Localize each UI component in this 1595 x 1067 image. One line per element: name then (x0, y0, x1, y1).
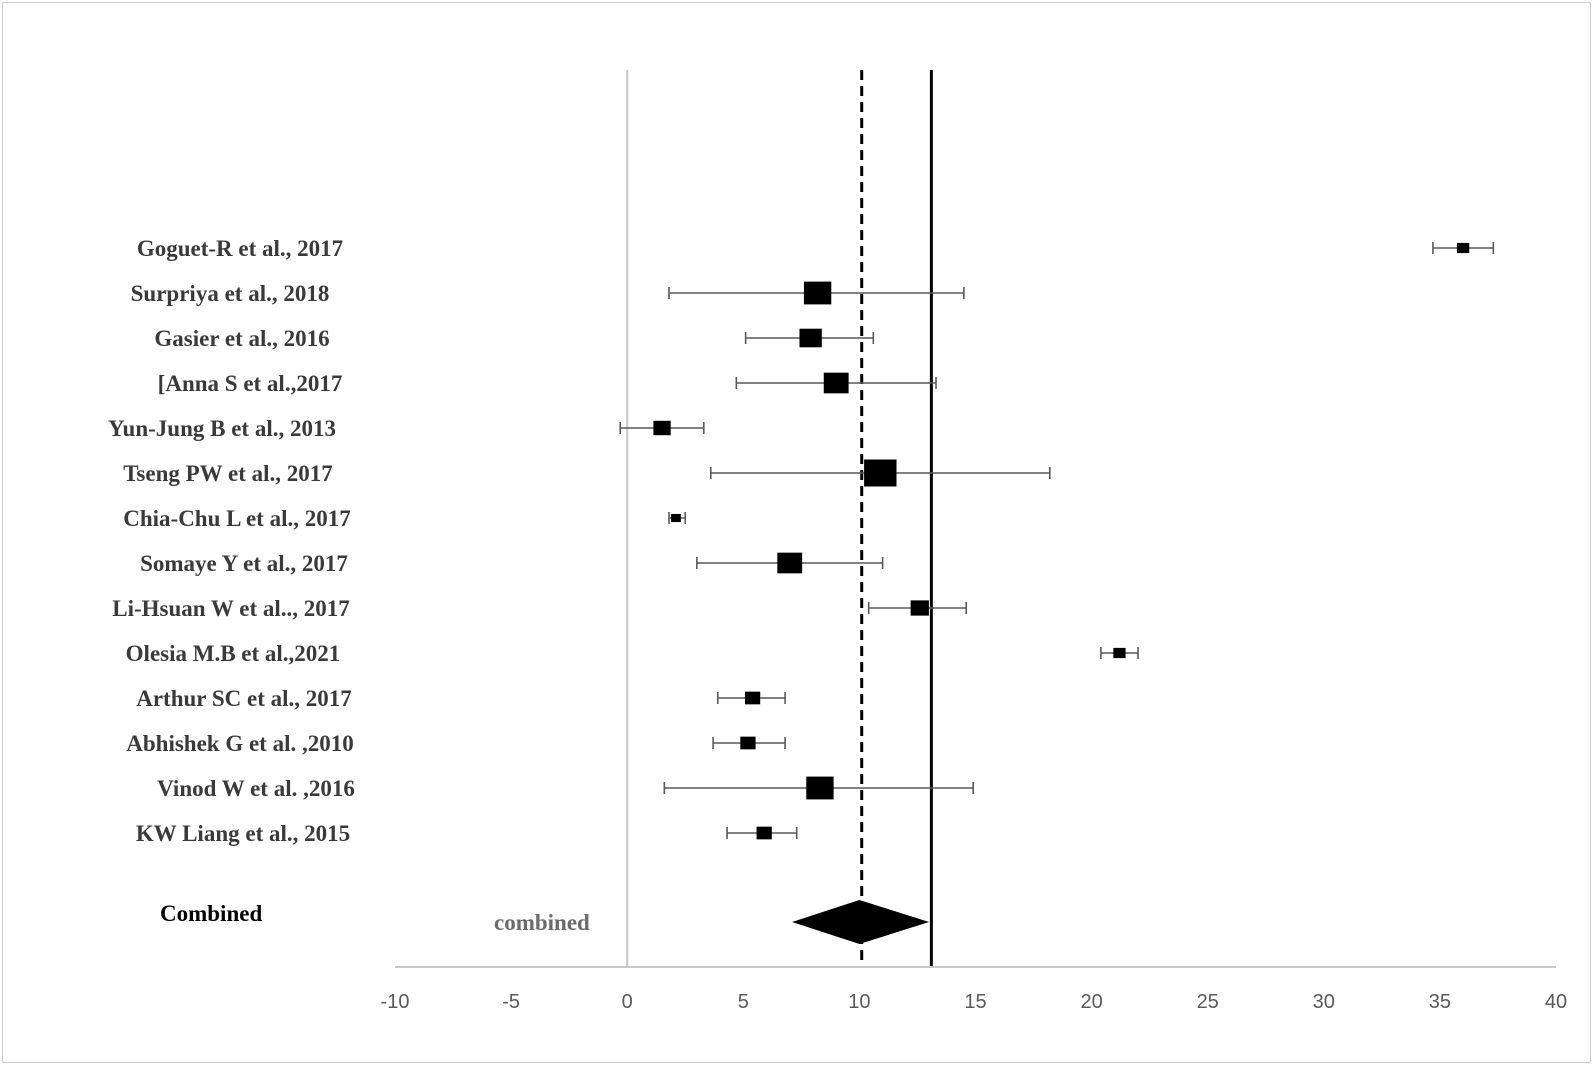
x-tick-label: 0 (622, 991, 633, 1013)
point-estimate-square (1113, 647, 1126, 659)
study-marker (668, 281, 965, 305)
study-marker (867, 600, 968, 616)
x-tick-label: 5 (738, 991, 749, 1013)
study-label: Somaye Y et al., 2017 (140, 551, 348, 576)
combined-label: Combined (160, 901, 262, 926)
study-marker (709, 459, 1051, 487)
study-marker (696, 552, 884, 574)
study-label: Goguet-R et al., 2017 (137, 236, 343, 261)
study-label: Yun-Jung B et al., 2013 (108, 416, 336, 441)
study-label: Abhishek G et al. ,2010 (126, 731, 353, 756)
point-estimate-square (1457, 242, 1470, 254)
study-marker (744, 328, 875, 348)
study-label: Vinod W et al. ,2016 (157, 776, 355, 801)
combined-diamond (792, 900, 930, 944)
point-estimate-square (740, 736, 756, 750)
study-labels: Goguet-R et al., 2017 Surpriya et al., 20… (108, 236, 355, 846)
x-tick-label: -10 (381, 991, 410, 1013)
x-tick-label: -5 (502, 991, 520, 1013)
reference-lines (626, 70, 933, 967)
point-estimate-square (910, 600, 929, 616)
study-label: Surpriya et al., 2018 (131, 281, 330, 306)
x-tick-label: 15 (964, 991, 986, 1013)
study-label: Chia-Chu L et al., 2017 (123, 506, 350, 531)
point-estimate-square (777, 552, 803, 574)
study-label: Li-Hsuan W et al.., 2017 (112, 596, 350, 621)
x-tick-label: 30 (1313, 991, 1335, 1013)
study-marker (726, 826, 798, 840)
combined-inline-label: combined (494, 910, 590, 935)
study-marker (668, 512, 687, 524)
study-marker (619, 420, 705, 436)
combined-group: Combined combined (160, 900, 930, 944)
study-marker (712, 736, 786, 750)
study-marker (1432, 242, 1495, 254)
study-label: KW Liang et al., 2015 (136, 821, 350, 846)
study-marker (663, 776, 974, 800)
point-estimate-square (756, 826, 772, 840)
point-estimate-square (671, 513, 681, 523)
x-tick-label: 35 (1429, 991, 1451, 1013)
point-estimate-square (803, 281, 832, 305)
x-tick-label: 25 (1197, 991, 1219, 1013)
x-tick-label: 10 (848, 991, 870, 1013)
study-marker (716, 691, 786, 705)
x-tick-label: 40 (1545, 991, 1567, 1013)
point-estimate-square (864, 459, 897, 487)
x-axis: -10 -5 0 5 10 15 20 25 30 35 40 (381, 966, 1567, 1013)
x-tick-label: 20 (1080, 991, 1102, 1013)
study-marker (1100, 647, 1139, 659)
study-label: Tseng PW et al., 2017 (123, 461, 333, 486)
study-label: [Anna S et al.,2017 (158, 371, 343, 396)
point-estimate-square (823, 372, 849, 394)
study-label: Arthur SC et al., 2017 (136, 686, 352, 711)
study-markers (619, 242, 1495, 840)
study-label: Olesia M.B et al.,2021 (126, 641, 341, 666)
study-label: Gasier et al., 2016 (154, 326, 329, 351)
point-estimate-square (653, 420, 671, 436)
study-marker (735, 372, 937, 394)
point-estimate-square (744, 691, 761, 705)
point-estimate-square (799, 328, 822, 348)
point-estimate-square (806, 776, 834, 800)
